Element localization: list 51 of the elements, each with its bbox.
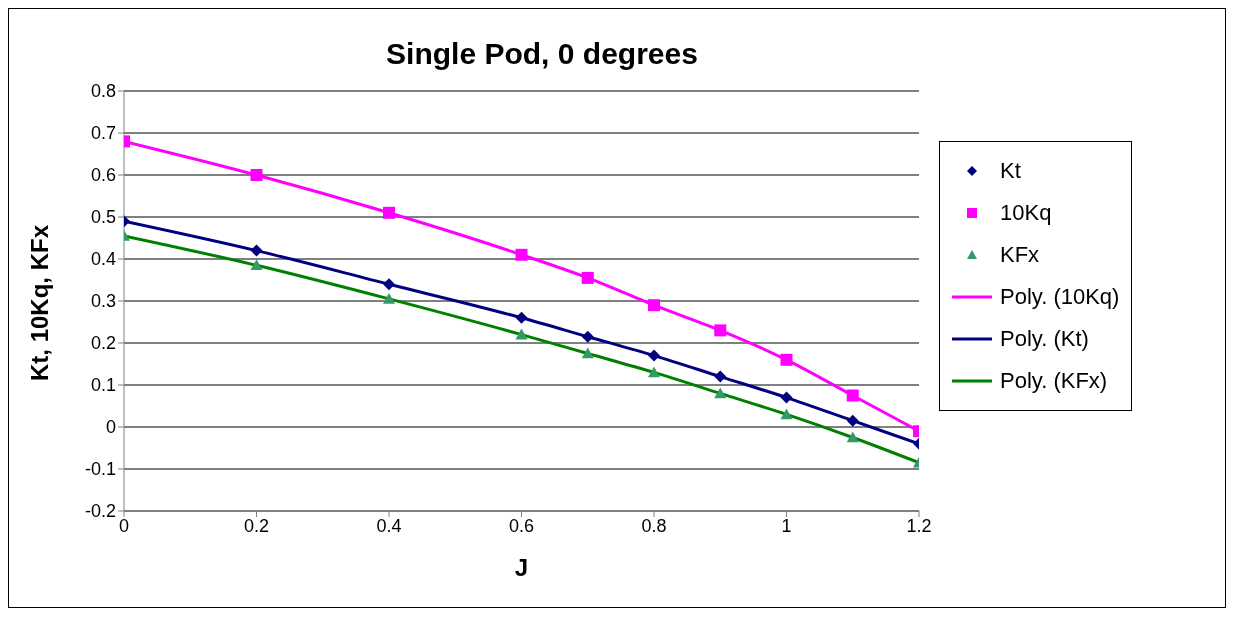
point bbox=[383, 278, 395, 291]
y-tick-label: 0.1 bbox=[90, 375, 116, 396]
y-axis-title: Kt, 10Kq, KFx bbox=[25, 224, 53, 381]
point bbox=[383, 206, 395, 219]
y-tick-label: 0.2 bbox=[90, 333, 116, 354]
x-tick-label: 1.2 bbox=[906, 515, 932, 536]
point bbox=[846, 431, 859, 443]
point bbox=[846, 389, 859, 402]
y-tick-label: 0.4 bbox=[90, 249, 116, 270]
point bbox=[515, 328, 528, 340]
legend-label: Poly. (Kt) bbox=[1000, 326, 1089, 352]
point bbox=[581, 271, 594, 284]
x-tick-label: 1 bbox=[781, 515, 792, 536]
x-tick-label: 0.2 bbox=[243, 515, 270, 536]
legend-label: KFx bbox=[1000, 242, 1040, 268]
point bbox=[648, 366, 660, 378]
chart-title: Single Pod, 0 degrees bbox=[385, 37, 699, 71]
point bbox=[581, 347, 594, 359]
point bbox=[714, 387, 727, 399]
point bbox=[648, 349, 660, 362]
y-tick-label: 0.5 bbox=[90, 207, 116, 228]
point bbox=[714, 324, 727, 337]
point bbox=[714, 370, 727, 383]
point bbox=[846, 414, 859, 427]
point bbox=[780, 408, 793, 420]
y-tick-label: 0.8 bbox=[90, 81, 116, 102]
y-tick-label: 0.3 bbox=[90, 291, 116, 312]
x-tick-label: 0.6 bbox=[508, 515, 535, 536]
point bbox=[515, 311, 528, 324]
point bbox=[250, 259, 263, 271]
point bbox=[250, 169, 263, 181]
legend-label: Kt bbox=[1000, 158, 1021, 184]
x-axis-title: J bbox=[514, 554, 529, 581]
point bbox=[780, 353, 793, 366]
y-tick-label: -0.2 bbox=[84, 501, 116, 522]
y-tick-label: 0 bbox=[105, 417, 116, 438]
point bbox=[515, 248, 528, 261]
point bbox=[250, 244, 263, 257]
x-tick-label: 0 bbox=[118, 515, 130, 536]
legend-label: 10Kq bbox=[1000, 200, 1052, 226]
legend-label: Poly. (KFx) bbox=[1000, 368, 1108, 394]
legend-label: Poly. (10Kq) bbox=[1000, 284, 1120, 310]
y-tick-label: 0.7 bbox=[90, 123, 116, 144]
y-tick-label: -0.1 bbox=[84, 459, 116, 480]
point bbox=[581, 330, 594, 343]
x-tick-label: 0.8 bbox=[641, 515, 667, 536]
point bbox=[648, 299, 660, 312]
y-tick-label: 0.6 bbox=[90, 165, 116, 186]
point bbox=[383, 292, 395, 304]
point bbox=[780, 391, 793, 404]
x-tick-label: 0.4 bbox=[376, 515, 402, 536]
